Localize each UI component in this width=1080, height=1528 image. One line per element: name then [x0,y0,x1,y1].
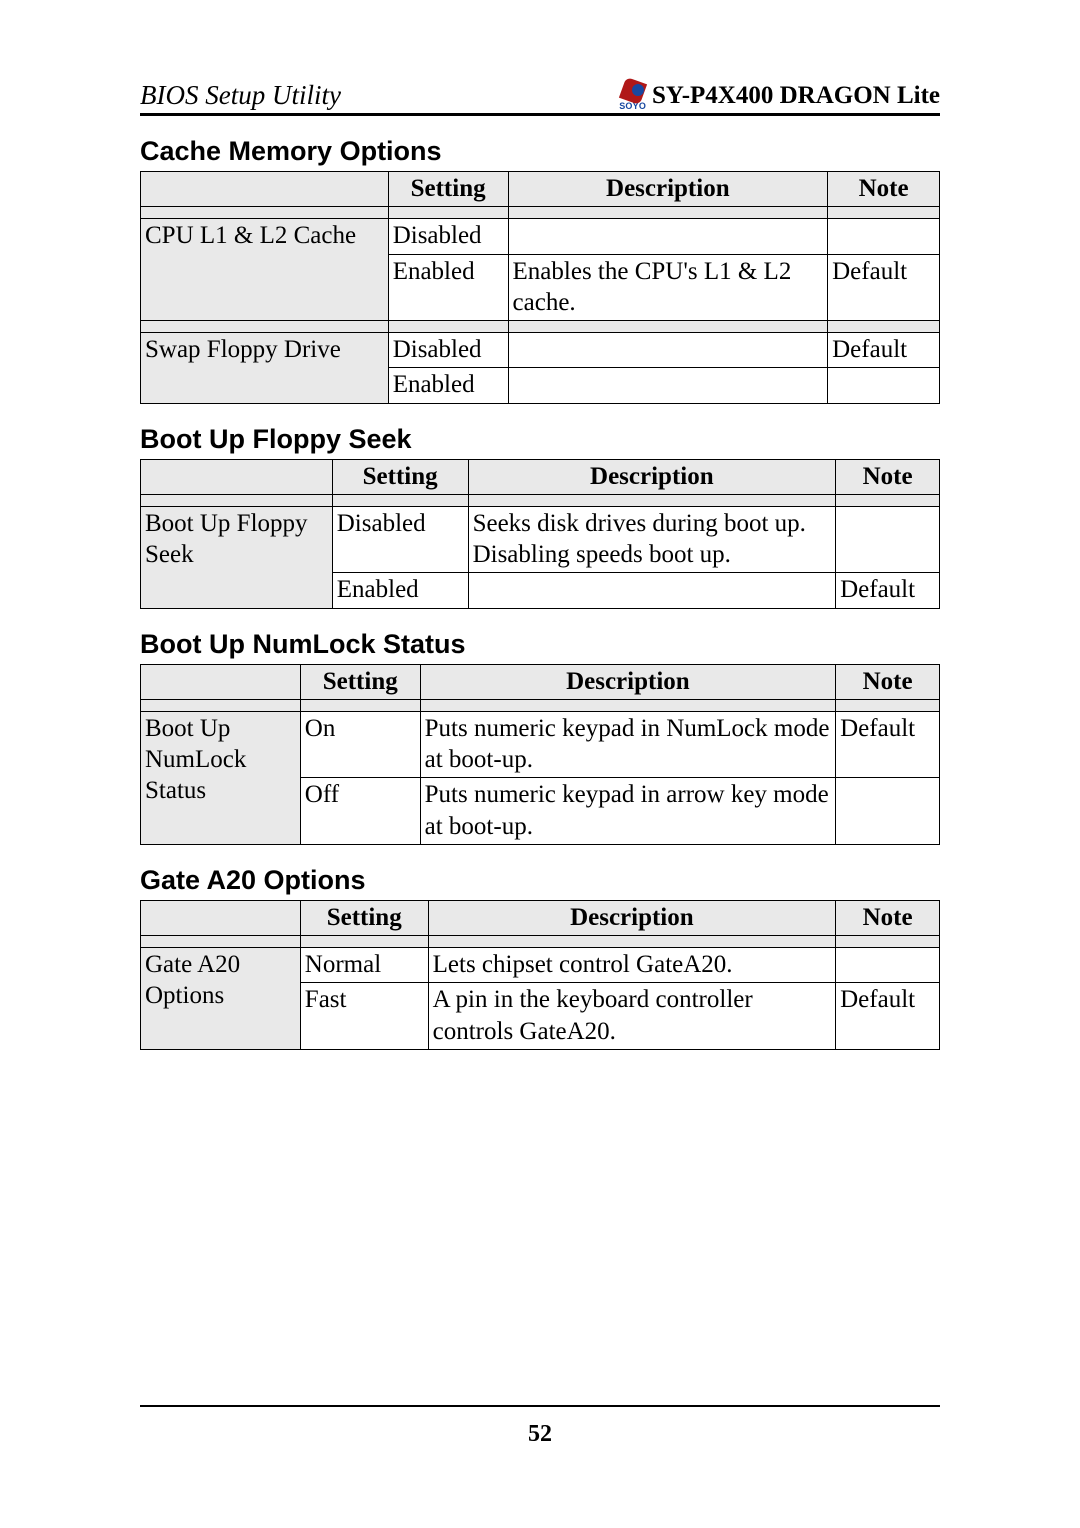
cell-note [836,778,940,845]
cell-description: Puts numeric keypad in NumLock mode at b… [420,711,835,778]
table-gatea20: Setting Description Note Gate A20 Option… [140,900,940,1050]
cell-description [468,573,836,608]
col-note: Note [836,664,940,699]
cell-setting: Enabled [388,254,508,321]
section-title-gatea20: Gate A20 Options [140,865,940,896]
col-setting: Setting [388,172,508,207]
spacer-row [141,207,940,219]
soyo-logo-icon: SOYO [619,80,646,111]
header-blank [141,900,301,935]
cell-description [508,368,828,403]
table-header-row: Setting Description Note [141,664,940,699]
table-header-row: Setting Description Note [141,459,940,494]
header-blank [141,664,301,699]
cell-description [508,333,828,368]
table-row: Swap Floppy Drive Disabled Default [141,333,940,368]
row-label: Swap Floppy Drive [141,333,389,404]
logo-text: SOYO [619,102,646,111]
cell-description: A pin in the keyboard controller control… [428,983,836,1050]
spacer-row [141,936,940,948]
table-numlock: Setting Description Note Boot Up NumLock… [140,664,940,845]
header-blank [141,172,389,207]
cell-note [828,219,940,254]
cell-description [508,219,828,254]
table-row: Boot Up Floppy Seek Disabled Seeks disk … [141,506,940,573]
col-setting: Setting [300,900,428,935]
spacer-row [141,494,940,506]
cell-note [836,506,940,573]
table-header-row: Setting Description Note [141,900,940,935]
cell-description: Enables the CPU's L1 & L2 cache. [508,254,828,321]
cell-note: Default [828,333,940,368]
spacer-row [141,699,940,711]
cell-note [836,948,940,983]
col-note: Note [836,459,940,494]
row-label: Boot Up Floppy Seek [141,506,333,608]
header-left-title: BIOS Setup Utility [140,80,341,111]
col-setting: Setting [332,459,468,494]
page-header: BIOS Setup Utility SOYO SY-P4X400 DRAGON… [140,80,940,116]
cell-note: Default [828,254,940,321]
cell-setting: Fast [300,983,428,1050]
row-label: Gate A20 Options [141,948,301,1050]
cell-note: Default [836,711,940,778]
table-floppy-seek: Setting Description Note Boot Up Floppy … [140,459,940,609]
col-setting: Setting [300,664,420,699]
cell-setting: Disabled [388,333,508,368]
cell-description: Lets chipset control GateA20. [428,948,836,983]
table-header-row: Setting Description Note [141,172,940,207]
cell-setting: Normal [300,948,428,983]
cell-note: Default [836,573,940,608]
cell-setting: Off [300,778,420,845]
cell-setting: Disabled [388,219,508,254]
page-number: 52 [528,1421,552,1447]
cell-description: Seeks disk drives during boot up. Disabl… [468,506,836,573]
page-footer: 52 [140,1405,940,1448]
table-row: Boot Up NumLock Status On Puts numeric k… [141,711,940,778]
col-description: Description [428,900,836,935]
header-blank [141,459,333,494]
row-label: CPU L1 & L2 Cache [141,219,389,321]
cell-setting: Enabled [332,573,468,608]
page: BIOS Setup Utility SOYO SY-P4X400 DRAGON… [0,0,1080,1528]
section-title-cache: Cache Memory Options [140,136,940,167]
cell-setting: Enabled [388,368,508,403]
cell-description: Puts numeric keypad in arrow key mode at… [420,778,835,845]
product-name: SY-P4X400 DRAGON Lite [652,82,940,110]
table-cache: Setting Description Note CPU L1 & L2 Cac… [140,171,940,404]
col-note: Note [828,172,940,207]
spacer-row [141,321,940,333]
col-description: Description [508,172,828,207]
col-note: Note [836,900,940,935]
col-description: Description [420,664,835,699]
cell-note: Default [836,983,940,1050]
col-description: Description [468,459,836,494]
table-row: Gate A20 Options Normal Lets chipset con… [141,948,940,983]
section-title-floppy-seek: Boot Up Floppy Seek [140,424,940,455]
footer-rule [140,1405,940,1407]
section-title-numlock: Boot Up NumLock Status [140,629,940,660]
cell-note [828,368,940,403]
header-right: SOYO SY-P4X400 DRAGON Lite [619,80,940,111]
cell-setting: On [300,711,420,778]
table-row: CPU L1 & L2 Cache Disabled [141,219,940,254]
row-label: Boot Up NumLock Status [141,711,301,844]
cell-setting: Disabled [332,506,468,573]
